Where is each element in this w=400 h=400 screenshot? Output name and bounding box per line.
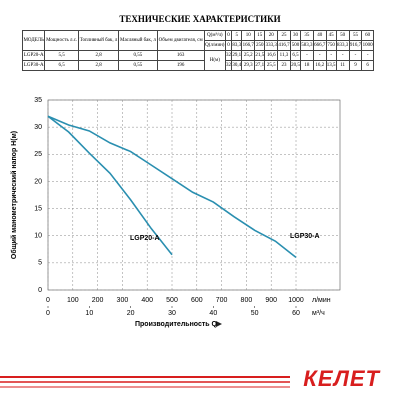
y-tick-label: 15 — [34, 205, 42, 212]
title: ТЕХНИЧЕСКИЕ ХАРАКТЕРИСТИКИ — [119, 14, 281, 24]
y-tick-label: 25 — [34, 151, 42, 158]
x-tick-label: 100 — [67, 297, 79, 304]
y-tick-label: 0 — [38, 287, 42, 294]
x-tick-label: 300 — [117, 297, 129, 304]
row: Q(л/мин) 0 83,3 166,7 250 333,3 416,7 500 583,3 6… — [23, 40, 374, 51]
y-tick-label: 10 — [34, 233, 42, 240]
cell: 6 — [361, 60, 374, 71]
y-tick-label: 35 — [34, 97, 42, 104]
x-tick-label: 500 — [166, 297, 178, 304]
x-tick-label: 200 — [92, 297, 104, 304]
arrow — [216, 321, 222, 327]
spec-table: МОДЕЛЬ Мощность л.с. Топливный бак, л Масля… — [21, 30, 374, 71]
cell: 20,5 — [289, 60, 302, 71]
y-tick-label: 30 — [34, 124, 42, 131]
cell: 27,1 — [254, 60, 266, 71]
y-tick-label: 5 — [38, 260, 42, 267]
x-tick-label: 700 — [216, 297, 228, 304]
cell: 9 — [348, 60, 363, 71]
x-tick-label: 1000 — [288, 297, 304, 304]
row: LGP30-A 6,5 2,8 0,55 196 32 30,4 29,3 27,1 25,5 23… — [21, 60, 374, 71]
x-tick-label: 400 — [141, 297, 153, 304]
x-label: Производительность Q — [135, 321, 218, 328]
x-tick-label: 800 — [241, 297, 253, 304]
cell: 32 — [224, 60, 233, 71]
stripes — [0, 376, 290, 388]
x-tick-label: 0 — [46, 297, 50, 304]
cell: LGP30-A — [21, 60, 46, 71]
x2-tick-label: 60 — [292, 310, 300, 317]
x-tick-label: 900 — [265, 297, 277, 304]
cell: 196 — [156, 60, 205, 71]
x2-tick-label: 10 — [85, 310, 93, 317]
logo: КЕЛЕТ — [303, 366, 380, 391]
series-label: LGP30-A — [290, 233, 320, 240]
x2-tick-label: 40 — [209, 310, 217, 317]
series-label: LGP20-A — [130, 235, 160, 242]
line — [47, 115, 297, 259]
cell: 13,5 — [325, 60, 337, 71]
x2-tick-label: 20 — [127, 310, 135, 317]
y-label: Общий манометрический напор H(м) — [10, 131, 18, 259]
x2-tick-label: 0 — [46, 310, 50, 317]
line — [47, 115, 173, 256]
x2-tick-label: 50 — [251, 310, 259, 317]
y-tick-label: 20 — [34, 178, 42, 185]
cell: 0,55 — [118, 60, 158, 71]
cell: 30,4 — [231, 60, 243, 71]
x2-tick-label: 30 — [168, 310, 176, 317]
x-tick-label: 600 — [191, 297, 203, 304]
x2-unit: м³/ч — [312, 310, 325, 317]
x-unit: л/мин — [312, 297, 331, 304]
